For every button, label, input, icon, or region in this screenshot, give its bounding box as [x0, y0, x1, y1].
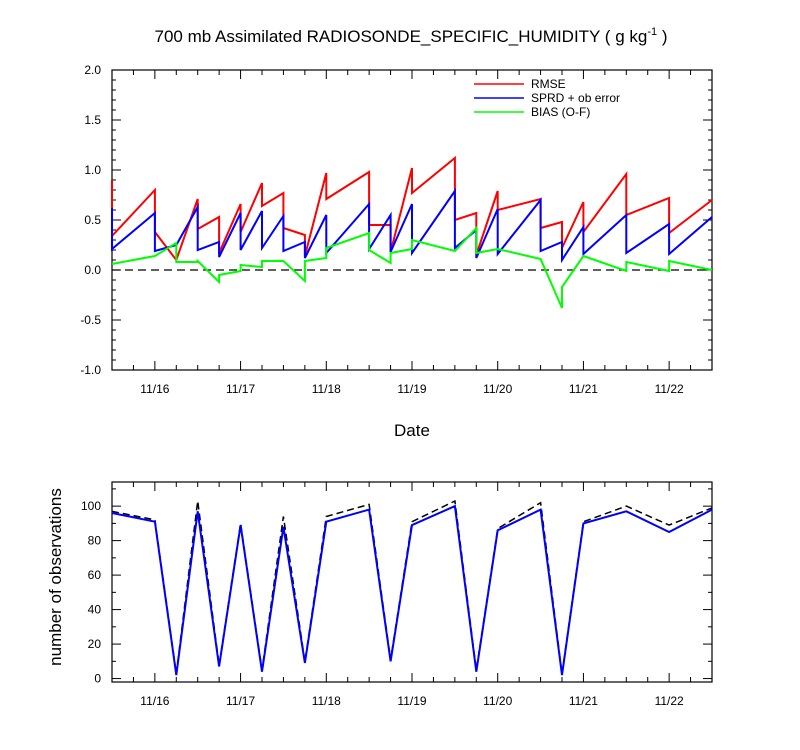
bottom-x-tick-label: 11/16 — [140, 694, 169, 708]
bottom-x-tick-label: 11/20 — [483, 694, 512, 708]
bottom-y-tick-label: 40 — [88, 603, 102, 617]
y-axis-label-observations: number of observations — [46, 488, 65, 666]
x-axis-label: Date — [394, 421, 430, 440]
chart-title-end: ) — [657, 27, 667, 46]
top-y-tick-label: -0.5 — [80, 313, 101, 327]
chart-title: 700 mb Assimilated RADIOSONDE_SPECIFIC_H… — [155, 26, 668, 46]
chart-title-superscript: -1 — [647, 26, 657, 38]
top-x-tick-label: 11/18 — [312, 382, 341, 396]
bottom-plot-area: 100 80 60 40 20 0 11/16 11/17 11/18 11/19 11/20 11/… — [81, 481, 713, 708]
top-x-tick-label: 11/19 — [397, 382, 426, 396]
top-x-tick-label: 11/16 — [140, 382, 169, 396]
top-x-tick-label: 11/20 — [483, 382, 512, 396]
top-x-tick-label: 11/21 — [569, 382, 598, 396]
legend: RMSE SPRD + ob error BIAS (O-F) — [474, 77, 620, 119]
top-x-tick-label: 11/22 — [655, 382, 684, 396]
series-assimilated-line — [111, 504, 713, 676]
series-bias-line — [111, 225, 713, 309]
bottom-x-tick-label: 11/22 — [655, 694, 684, 708]
bottom-x-tick-label: 11/19 — [397, 694, 426, 708]
legend-sprd-label: SPRD + ob error — [531, 91, 620, 105]
bottom-y-tick-label: 60 — [88, 568, 102, 582]
top-y-tick-label: 0.0 — [84, 263, 101, 277]
legend-bias-label: BIAS (O-F) — [531, 105, 590, 119]
bottom-y-tick-label: 100 — [81, 499, 101, 513]
bottom-y-tick-label: 20 — [88, 637, 102, 651]
bottom-y-tick-label: 80 — [88, 534, 102, 548]
chart-title-main: 700 mb Assimilated RADIOSONDE_SPECIFIC_H… — [155, 27, 648, 46]
series-sprd-line — [111, 187, 713, 264]
top-y-tick-label: 1.5 — [84, 113, 101, 127]
top-y-tick-label: 1.0 — [84, 163, 101, 177]
top-y-tick-label: 2.0 — [84, 63, 101, 77]
legend-rmse-label: RMSE — [531, 77, 566, 91]
bottom-x-tick-label: 11/21 — [569, 694, 598, 708]
top-y-tick-label: 0.5 — [84, 213, 101, 227]
bottom-y-tick-label: 0 — [94, 672, 101, 686]
series-rmse-line — [111, 155, 713, 263]
top-y-tick-label: -1.0 — [80, 363, 101, 377]
top-x-tick-label: 11/17 — [226, 382, 255, 396]
bottom-x-tick-label: 11/18 — [312, 694, 341, 708]
top-plot-area: 2.0 1.5 1.0 0.5 0.0 -0.5 -1.0 11/16 11/17 11/18 11… — [80, 63, 713, 396]
bottom-x-tick-label: 11/17 — [226, 694, 255, 708]
